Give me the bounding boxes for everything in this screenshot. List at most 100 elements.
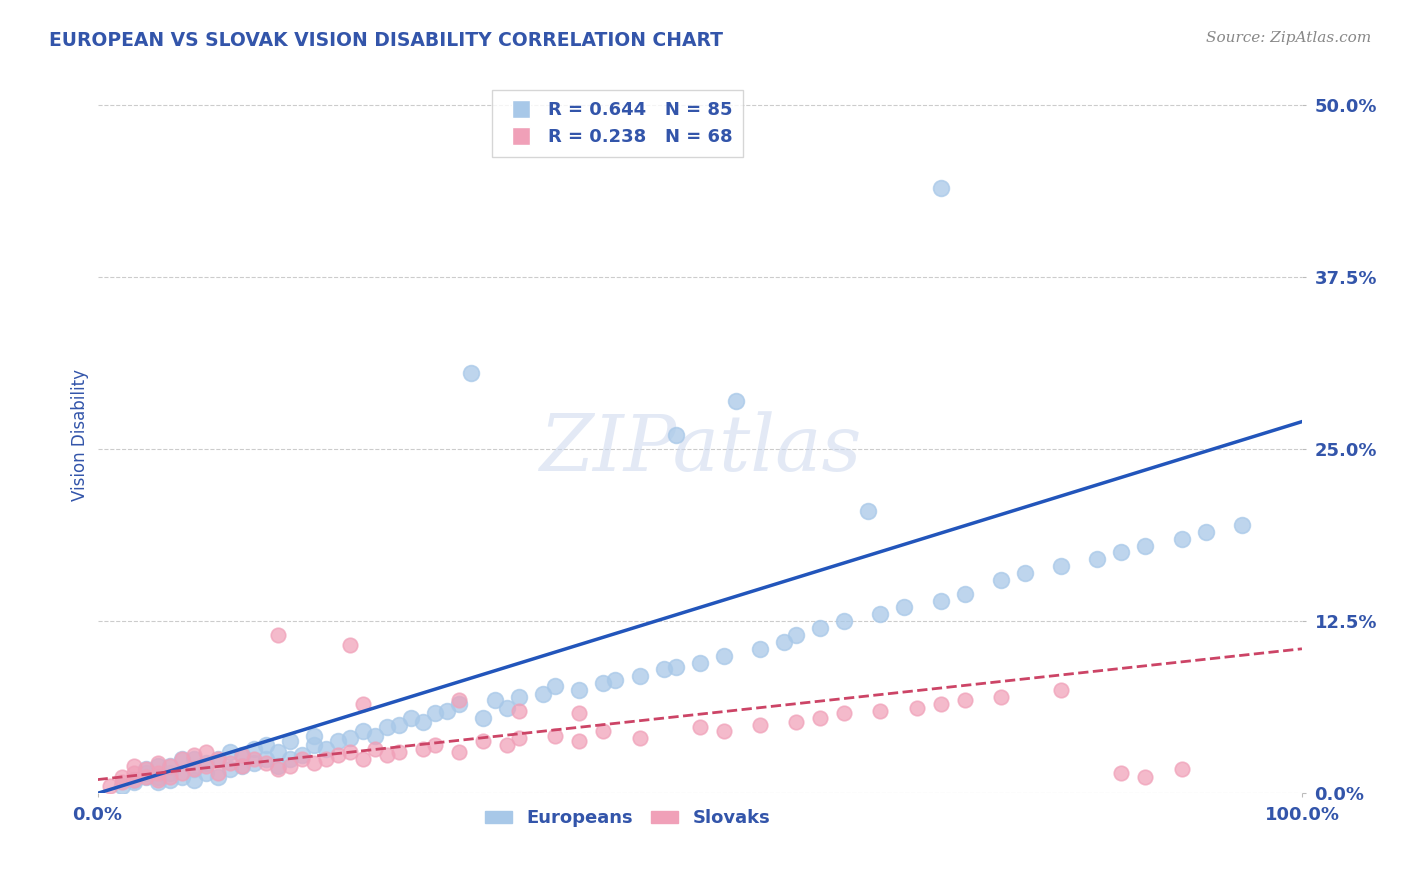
Point bbox=[328, 734, 350, 748]
Point bbox=[315, 752, 337, 766]
Point bbox=[170, 752, 193, 766]
Point bbox=[267, 628, 290, 642]
Point bbox=[122, 765, 145, 780]
Point bbox=[231, 747, 253, 762]
Point bbox=[291, 747, 314, 762]
Point bbox=[267, 762, 290, 776]
Point bbox=[832, 614, 855, 628]
Point bbox=[183, 762, 205, 776]
Point bbox=[423, 738, 446, 752]
Text: EUROPEAN VS SLOVAK VISION DISABILITY CORRELATION CHART: EUROPEAN VS SLOVAK VISION DISABILITY COR… bbox=[49, 31, 723, 50]
Point bbox=[652, 662, 675, 676]
Point bbox=[953, 587, 976, 601]
Point bbox=[508, 731, 530, 746]
Point bbox=[231, 759, 253, 773]
Point bbox=[170, 752, 193, 766]
Point bbox=[869, 607, 891, 622]
Point bbox=[219, 762, 242, 776]
Point bbox=[278, 759, 301, 773]
Point bbox=[135, 765, 157, 780]
Point bbox=[929, 697, 952, 711]
Point bbox=[785, 628, 807, 642]
Point bbox=[568, 734, 591, 748]
Point bbox=[399, 711, 422, 725]
Point bbox=[135, 762, 157, 776]
Text: Source: ZipAtlas.com: Source: ZipAtlas.com bbox=[1205, 31, 1371, 45]
Point bbox=[1135, 539, 1157, 553]
Point bbox=[111, 780, 134, 794]
Point bbox=[713, 724, 735, 739]
Point bbox=[159, 759, 181, 773]
Point bbox=[231, 759, 253, 773]
Point bbox=[231, 747, 253, 762]
Point bbox=[592, 724, 614, 739]
Point bbox=[412, 714, 434, 729]
Point bbox=[304, 738, 326, 752]
Point bbox=[375, 747, 398, 762]
Point bbox=[183, 772, 205, 787]
Point bbox=[159, 772, 181, 787]
Point bbox=[665, 428, 688, 442]
Point bbox=[243, 742, 266, 756]
Point bbox=[893, 600, 915, 615]
Point bbox=[243, 756, 266, 770]
Text: ZIPatlas: ZIPatlas bbox=[538, 411, 860, 488]
Point bbox=[111, 775, 134, 789]
Point bbox=[207, 765, 229, 780]
Point bbox=[905, 701, 928, 715]
Point bbox=[412, 742, 434, 756]
Point bbox=[159, 765, 181, 780]
Point bbox=[194, 745, 217, 759]
Point bbox=[544, 729, 567, 743]
Point bbox=[689, 656, 711, 670]
Point bbox=[146, 756, 169, 770]
Point bbox=[183, 762, 205, 776]
Point bbox=[183, 752, 205, 766]
Point bbox=[339, 638, 361, 652]
Point bbox=[267, 759, 290, 773]
Point bbox=[832, 706, 855, 721]
Point bbox=[749, 717, 772, 731]
Point bbox=[207, 752, 229, 766]
Point bbox=[990, 573, 1012, 587]
Point bbox=[484, 692, 506, 706]
Point bbox=[219, 756, 242, 770]
Point bbox=[146, 765, 169, 780]
Point bbox=[254, 756, 277, 770]
Point bbox=[785, 714, 807, 729]
Point bbox=[146, 775, 169, 789]
Point bbox=[135, 762, 157, 776]
Point bbox=[568, 683, 591, 698]
Point bbox=[278, 734, 301, 748]
Point bbox=[808, 621, 831, 635]
Point bbox=[689, 720, 711, 734]
Point bbox=[278, 752, 301, 766]
Point bbox=[929, 180, 952, 194]
Point bbox=[352, 697, 374, 711]
Point bbox=[122, 775, 145, 789]
Point bbox=[304, 729, 326, 743]
Point bbox=[724, 394, 747, 409]
Point bbox=[183, 747, 205, 762]
Point bbox=[98, 780, 121, 794]
Point bbox=[749, 641, 772, 656]
Point bbox=[544, 679, 567, 693]
Point bbox=[1230, 517, 1253, 532]
Point bbox=[472, 711, 495, 725]
Point bbox=[315, 742, 337, 756]
Point bbox=[194, 759, 217, 773]
Point bbox=[496, 701, 519, 715]
Point bbox=[1085, 552, 1108, 566]
Point bbox=[1111, 545, 1133, 559]
Point bbox=[328, 747, 350, 762]
Point bbox=[159, 770, 181, 784]
Point bbox=[508, 704, 530, 718]
Point bbox=[531, 687, 554, 701]
Point bbox=[388, 717, 411, 731]
Point bbox=[339, 731, 361, 746]
Point bbox=[135, 770, 157, 784]
Point bbox=[953, 692, 976, 706]
Point bbox=[111, 770, 134, 784]
Point bbox=[423, 706, 446, 721]
Point bbox=[447, 692, 470, 706]
